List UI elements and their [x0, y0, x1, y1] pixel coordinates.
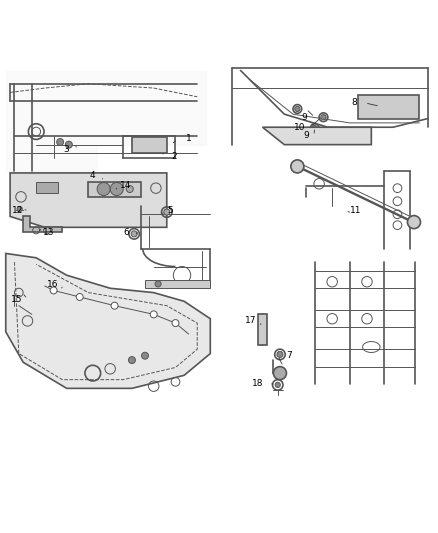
- Polygon shape: [132, 137, 167, 154]
- Text: 18: 18: [252, 378, 264, 387]
- Text: 11: 11: [350, 206, 362, 215]
- Circle shape: [65, 141, 72, 148]
- Polygon shape: [23, 216, 62, 232]
- Text: 3: 3: [63, 146, 69, 155]
- Circle shape: [275, 382, 280, 387]
- Text: 15: 15: [11, 295, 22, 304]
- Text: 6: 6: [124, 228, 130, 237]
- Text: 2: 2: [172, 152, 177, 161]
- Circle shape: [291, 160, 304, 173]
- Circle shape: [50, 287, 57, 294]
- Text: 9: 9: [301, 112, 307, 122]
- Circle shape: [172, 320, 179, 327]
- Polygon shape: [6, 254, 210, 389]
- Text: 12: 12: [12, 206, 24, 215]
- Text: 7: 7: [286, 351, 292, 360]
- Circle shape: [277, 351, 283, 358]
- Circle shape: [126, 185, 133, 192]
- Text: 16: 16: [47, 280, 59, 289]
- Text: 9: 9: [303, 132, 309, 140]
- Circle shape: [153, 140, 163, 151]
- Circle shape: [17, 206, 22, 212]
- Text: 4: 4: [90, 172, 95, 181]
- Circle shape: [155, 281, 161, 287]
- Circle shape: [131, 231, 137, 237]
- Circle shape: [141, 352, 148, 359]
- Circle shape: [111, 302, 118, 309]
- Polygon shape: [10, 173, 167, 228]
- Polygon shape: [358, 94, 419, 118]
- Polygon shape: [258, 314, 267, 345]
- Text: 10: 10: [294, 123, 305, 132]
- Polygon shape: [6, 71, 206, 171]
- Circle shape: [407, 215, 420, 229]
- Circle shape: [76, 294, 83, 301]
- Circle shape: [140, 140, 150, 151]
- Circle shape: [321, 115, 326, 120]
- Polygon shape: [262, 127, 371, 144]
- Circle shape: [407, 110, 414, 117]
- Circle shape: [164, 209, 170, 215]
- Circle shape: [97, 182, 110, 196]
- Circle shape: [150, 311, 157, 318]
- Text: 13: 13: [42, 228, 54, 237]
- Circle shape: [128, 357, 135, 364]
- Polygon shape: [88, 182, 141, 197]
- Text: 5: 5: [167, 206, 173, 215]
- Text: 8: 8: [351, 99, 357, 107]
- Text: 14: 14: [120, 181, 131, 190]
- Circle shape: [273, 367, 286, 379]
- Circle shape: [295, 107, 300, 111]
- Polygon shape: [145, 279, 210, 288]
- Circle shape: [57, 139, 64, 146]
- Text: 17: 17: [244, 317, 256, 326]
- Text: 1: 1: [186, 134, 191, 143]
- Circle shape: [110, 182, 123, 196]
- Circle shape: [312, 125, 318, 131]
- Polygon shape: [36, 182, 58, 192]
